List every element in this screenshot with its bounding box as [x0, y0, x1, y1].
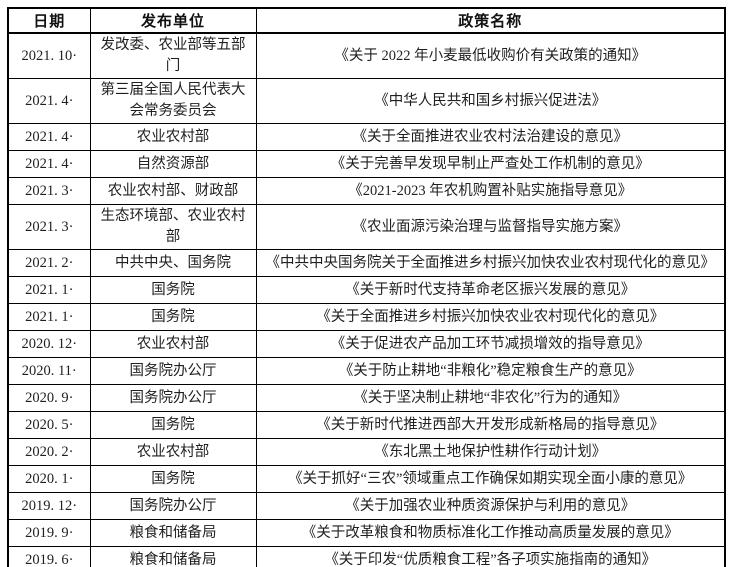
policy-cell: 《中华人民共和国乡村振兴促进法》	[255, 78, 726, 125]
table-row: 2019. 12· 国务院办公厅 《关于加强农业种质资源保护与利用的意见》	[7, 492, 726, 521]
date-cell: 2021. 3·	[7, 204, 91, 251]
table-row: 2019. 9· 粮食和储备局 《关于改革粮食和物质标准化工作推动高质量发展的意见》	[7, 519, 726, 548]
unit-cell: 粮食和储备局	[89, 546, 257, 567]
unit-cell: 国务院	[89, 276, 257, 305]
date-cell: 2021. 4·	[7, 150, 91, 179]
policy-cell: 《中共中央国务院关于全面推进乡村振兴加快农业农村现代化的意见》	[255, 249, 726, 278]
unit-cell: 国务院办公厅	[89, 357, 257, 386]
header-date: 日期	[7, 7, 91, 34]
unit-cell: 国务院办公厅	[89, 384, 257, 413]
unit-cell: 国务院办公厅	[89, 492, 257, 521]
unit-cell: 生态环境部、农业农村部	[89, 204, 257, 251]
unit-cell: 农业农村部	[89, 330, 257, 359]
policy-cell: 《关于坚决制止耕地“非农化”行为的通知》	[255, 384, 726, 413]
table-row: 2021. 2· 中共中央、国务院 《中共中央国务院关于全面推进乡村振兴加快农业农村…	[7, 249, 726, 278]
policy-cell: 《关于 2022 年小麦最低收购价有关政策的通知》	[255, 32, 726, 80]
policy-table: 日期 发布单位 政策名称 2021. 10· 发改委、农业部等五部门 《关于 202…	[7, 7, 726, 567]
policy-cell: 《关于新时代推进西部大开发形成新格局的指导意见》	[255, 411, 726, 440]
date-cell: 2019. 9·	[7, 519, 91, 548]
date-cell: 2020. 12·	[7, 330, 91, 359]
table-row: 2021. 3· 农业农村部、财政部 《2021-2023 年农机购置补贴实施指导意…	[7, 177, 726, 206]
date-cell: 2021. 2·	[7, 249, 91, 278]
unit-cell: 国务院	[89, 411, 257, 440]
unit-cell: 第三届全国人民代表大会常务委员会	[89, 78, 257, 125]
date-cell: 2020. 2·	[7, 438, 91, 467]
date-cell: 2021. 3·	[7, 177, 91, 206]
policy-cell: 《关于完善早发现早制止严查处工作机制的意见》	[255, 150, 726, 179]
unit-cell: 发改委、农业部等五部门	[89, 32, 257, 80]
table-row: 2021. 3· 生态环境部、农业农村部 《农业面源污染治理与监督指导实施方案》	[7, 204, 726, 251]
table-row: 2020. 9· 国务院办公厅 《关于坚决制止耕地“非农化”行为的通知》	[7, 384, 726, 413]
policy-cell: 《关于促进农产品加工环节减损增效的指导意见》	[255, 330, 726, 359]
unit-cell: 农业农村部、财政部	[89, 177, 257, 206]
policy-cell: 《东北黑土地保护性耕作行动计划》	[255, 438, 726, 467]
date-cell: 2019. 12·	[7, 492, 91, 521]
table-row: 2020. 5· 国务院 《关于新时代推进西部大开发形成新格局的指导意见》	[7, 411, 726, 440]
unit-cell: 农业农村部	[89, 123, 257, 152]
policy-cell: 《关于加强农业种质资源保护与利用的意见》	[255, 492, 726, 521]
date-cell: 2020. 9·	[7, 384, 91, 413]
date-cell: 2020. 5·	[7, 411, 91, 440]
policy-cell: 《关于全面推进农业农村法治建设的意见》	[255, 123, 726, 152]
date-cell: 2021. 1·	[7, 303, 91, 332]
date-cell: 2020. 11·	[7, 357, 91, 386]
table-header: 日期 发布单位 政策名称	[7, 7, 726, 34]
policy-cell: 《关于新时代支持革命老区振兴发展的意见》	[255, 276, 726, 305]
policy-cell: 《关于改革粮食和物质标准化工作推动高质量发展的意见》	[255, 519, 726, 548]
table-row: 2020. 12· 农业农村部 《关于促进农产品加工环节减损增效的指导意见》	[7, 330, 726, 359]
header-row: 日期 发布单位 政策名称	[7, 7, 726, 34]
table-row: 2021. 10· 发改委、农业部等五部门 《关于 2022 年小麦最低收购价有关政…	[7, 32, 726, 80]
unit-cell: 国务院	[89, 303, 257, 332]
unit-cell: 粮食和储备局	[89, 519, 257, 548]
table-body: 2021. 10· 发改委、农业部等五部门 《关于 2022 年小麦最低收购价有关政…	[7, 32, 726, 567]
date-cell: 2021. 4·	[7, 123, 91, 152]
policy-cell: 《关于印发“优质粮食工程”各子项实施指南的通知》	[255, 546, 726, 567]
date-cell: 2020. 1·	[7, 465, 91, 494]
policy-cell: 《关于全面推进乡村振兴加快农业农村现代化的意见》	[255, 303, 726, 332]
header-policy: 政策名称	[255, 7, 726, 34]
unit-cell: 自然资源部	[89, 150, 257, 179]
table-row: 2021. 1· 国务院 《关于全面推进乡村振兴加快农业农村现代化的意见》	[7, 303, 726, 332]
table-row: 2019. 6· 粮食和储备局 《关于印发“优质粮食工程”各子项实施指南的通知》	[7, 546, 726, 567]
policy-cell: 《2021-2023 年农机购置补贴实施指导意见》	[255, 177, 726, 206]
policy-cell: 《关于防止耕地“非粮化”稳定粮食生产的意见》	[255, 357, 726, 386]
header-unit: 发布单位	[89, 7, 257, 34]
table-row: 2021. 4· 农业农村部 《关于全面推进农业农村法治建设的意见》	[7, 123, 726, 152]
table-row: 2020. 11· 国务院办公厅 《关于防止耕地“非粮化”稳定粮食生产的意见》	[7, 357, 726, 386]
table-row: 2021. 1· 国务院 《关于新时代支持革命老区振兴发展的意见》	[7, 276, 726, 305]
unit-cell: 中共中央、国务院	[89, 249, 257, 278]
date-cell: 2021. 1·	[7, 276, 91, 305]
table-row: 2020. 2· 农业农村部 《东北黑土地保护性耕作行动计划》	[7, 438, 726, 467]
table-row: 2021. 4· 第三届全国人民代表大会常务委员会 《中华人民共和国乡村振兴促进法》	[7, 78, 726, 125]
date-cell: 2021. 10·	[7, 32, 91, 80]
table-row: 2021. 4· 自然资源部 《关于完善早发现早制止严查处工作机制的意见》	[7, 150, 726, 179]
policy-cell: 《农业面源污染治理与监督指导实施方案》	[255, 204, 726, 251]
table-row: 2020. 1· 国务院 《关于抓好“三农”领域重点工作确保如期实现全面小康的意见》	[7, 465, 726, 494]
policy-cell: 《关于抓好“三农”领域重点工作确保如期实现全面小康的意见》	[255, 465, 726, 494]
unit-cell: 农业农村部	[89, 438, 257, 467]
date-cell: 2019. 6·	[7, 546, 91, 567]
date-cell: 2021. 4·	[7, 78, 91, 125]
unit-cell: 国务院	[89, 465, 257, 494]
